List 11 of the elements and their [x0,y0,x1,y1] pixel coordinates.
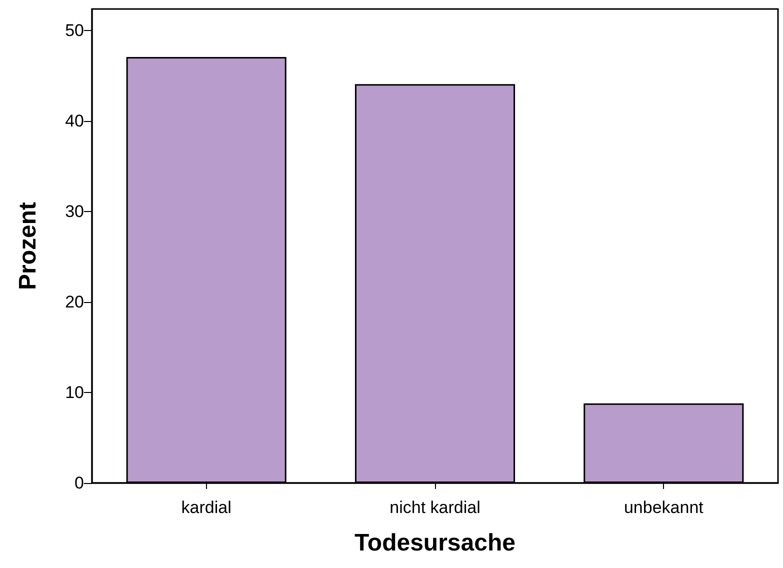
y-tick-label: 50 [65,21,84,40]
x-axis-title: Todesursache [354,530,516,556]
y-tick-label: 20 [65,292,84,312]
y-tick-label: 30 [65,202,84,222]
y-tick-label: 0 [74,474,84,492]
x-tick-label: kardial [181,498,232,517]
y-axis-title: Prozent [14,202,42,290]
y-tick-label: 10 [65,383,84,402]
y-tick-label: 40 [65,112,84,131]
x-tick-label: nicht kardial [390,498,480,517]
x-tick-label: unbekannt [624,498,704,517]
